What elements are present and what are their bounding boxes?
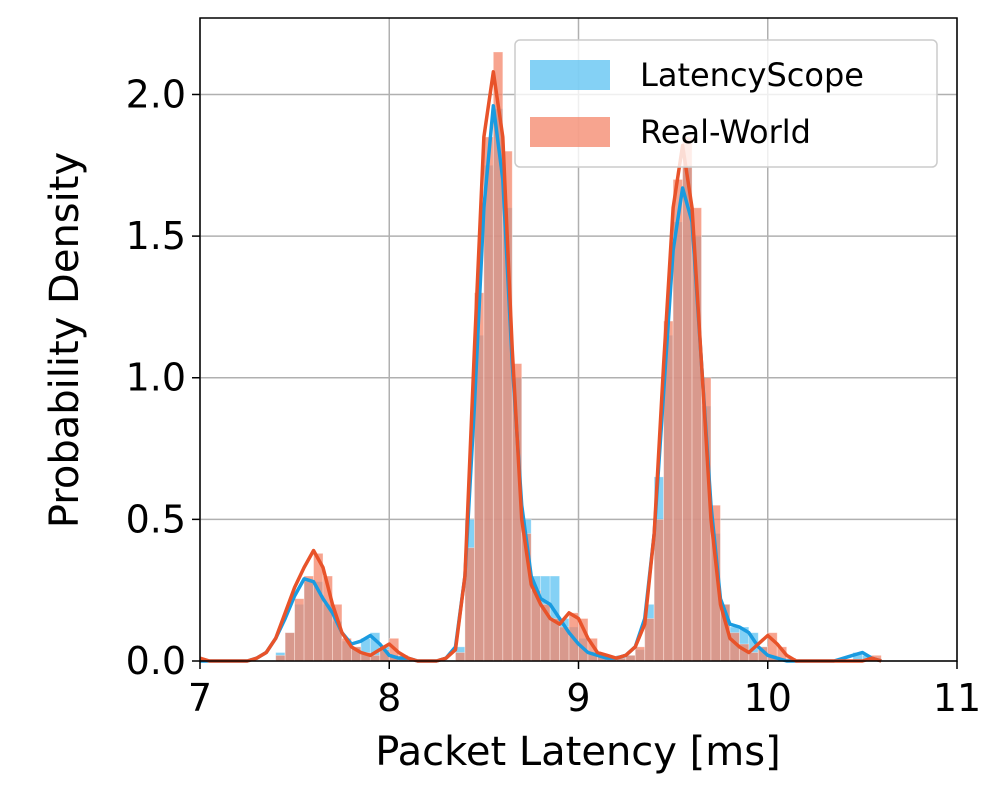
bars xyxy=(275,51,882,662)
bar xyxy=(284,632,296,662)
kde-line xyxy=(199,70,882,663)
legend-box xyxy=(514,39,938,168)
x-tick-label: 8 xyxy=(377,676,401,720)
kde-line xyxy=(200,104,882,663)
x-tick-label: 10 xyxy=(744,676,792,720)
y-tick-label: 0.0 xyxy=(126,639,186,683)
bar xyxy=(313,552,324,662)
x-tick-label: 9 xyxy=(566,676,590,720)
y-tick-label: 2.0 xyxy=(126,72,186,116)
ticks: 7 8 9 10 11 0.0 0.5 1.0 1.5 2.0 xyxy=(126,72,982,720)
x-tick-label: 7 xyxy=(188,676,212,720)
bar xyxy=(294,598,305,662)
bar xyxy=(455,652,466,662)
legend-swatch xyxy=(530,117,610,147)
y-tick-label: 1.5 xyxy=(126,214,186,258)
bar xyxy=(634,646,646,662)
legend-label: Real-World xyxy=(640,113,811,151)
bar xyxy=(748,652,759,662)
kde-lines xyxy=(199,70,882,663)
x-axis-label: Packet Latency [ms] xyxy=(375,729,780,775)
x-tick-label: 11 xyxy=(933,676,981,720)
bar xyxy=(653,518,665,662)
bar xyxy=(275,654,286,662)
legend-swatch xyxy=(530,60,610,90)
bar xyxy=(303,575,314,662)
y-tick-label: 1.0 xyxy=(126,356,186,400)
y-axis-label: Probability Density xyxy=(42,152,88,528)
y-tick-label: 0.5 xyxy=(126,497,186,541)
bar xyxy=(483,136,494,662)
legend: LatencyScope Real-World xyxy=(514,39,938,168)
legend-label: LatencyScope xyxy=(640,56,864,94)
